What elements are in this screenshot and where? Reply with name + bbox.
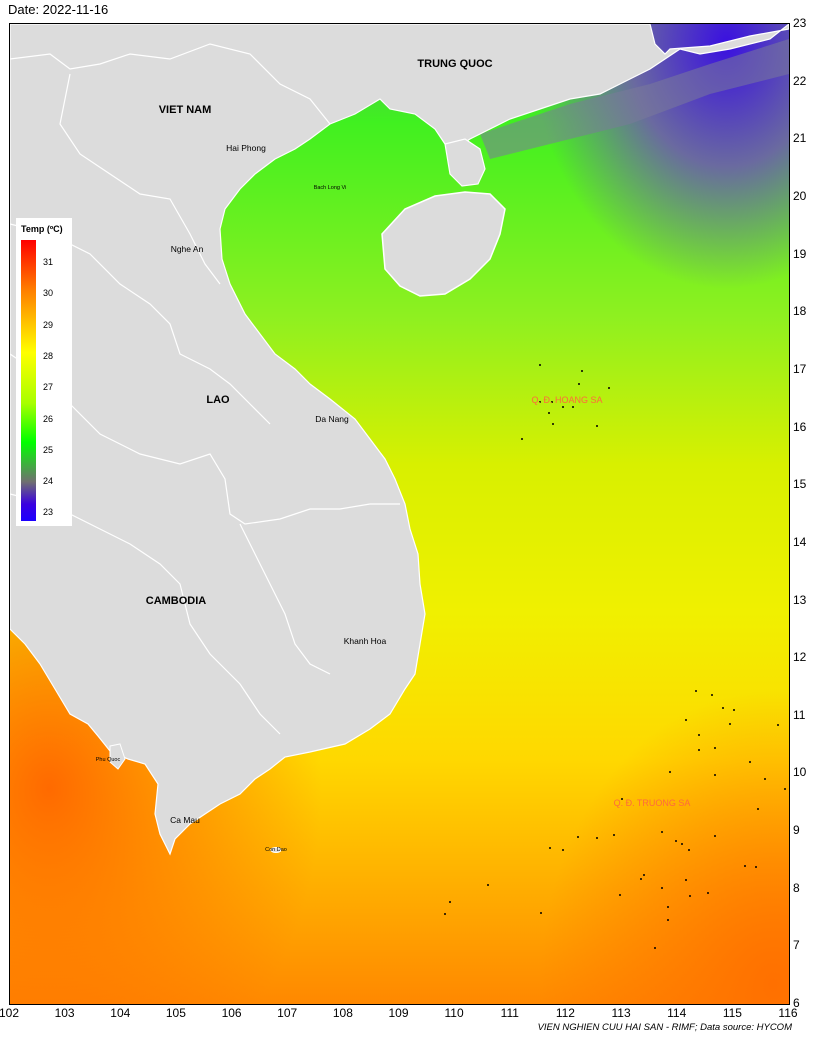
legend-tick-29: 29 [43,320,54,330]
x-tick-105: 105 [165,1006,186,1020]
legend-tick-28: 28 [43,351,54,361]
y-tick-21: 21 [793,131,807,146]
label-trung-quoc: TRUNG QUOC [417,58,493,70]
label-truong-sa: Q. Đ. TRUONG SA [613,798,691,808]
y-tick-11: 11 [793,707,806,722]
legend-tick-27: 27 [43,382,54,392]
label-hai-phong: Hai Phong [226,143,266,153]
land-con-dao [270,847,282,853]
legend-colorbar [21,240,36,521]
x-tick-104: 104 [110,1006,131,1020]
sst-cold-coastal-band [480,39,789,159]
x-tick-106: 106 [221,1006,242,1020]
temperature-legend: Temp (ºC) 31 30 29 28 27 26 25 24 23 [16,218,72,526]
legend-tick-24: 24 [43,476,54,486]
y-tick-17: 17 [793,361,807,376]
label-lao: LAO [206,394,230,406]
label-khanh-hoa: Khanh Hoa [343,636,387,646]
label-con-dao: Con Dao [265,847,287,853]
y-tick-19: 19 [793,246,807,261]
y-tick-22: 22 [793,73,807,88]
y-tick-9: 9 [793,823,800,838]
x-tick-112: 112 [555,1006,575,1020]
label-ca-mau: Ca Mau [170,815,200,825]
label-nghe-an: Nghe An [170,244,204,254]
island-dots [444,364,786,949]
label-da-nang: Da Nang [315,414,349,424]
x-tick-108: 108 [332,1006,353,1020]
label-bach-long-vi: Bach Long Vi [313,185,347,191]
legend-tick-25: 25 [43,445,54,455]
y-tick-14: 14 [793,534,807,549]
y-tick-8: 8 [793,880,800,895]
land-hainan [381,191,506,297]
x-tick-111: 111 [500,1006,519,1020]
x-tick-113: 113 [611,1006,631,1020]
legend-tick-26: 26 [43,414,54,424]
y-tick-7: 7 [793,938,800,953]
x-tick-109: 109 [388,1006,409,1020]
y-tick-15: 15 [793,477,807,492]
label-cambodia: CAMBODIA [145,595,207,607]
legend-title: Temp (ºC) [21,224,63,234]
x-tick-107: 107 [277,1006,298,1020]
y-tick-20: 20 [793,188,807,203]
x-tick-102: 102 [0,1006,20,1020]
sst-map[interactable]: TRUNG QUOC VIET NAM LAO CAMBODIA Hai Pho… [9,23,790,1005]
x-tick-110: 110 [444,1006,464,1020]
label-viet-nam: VIET NAM [158,104,212,116]
label-phu-quoc: Phu Quoc [95,757,121,763]
legend-tick-30: 30 [43,288,54,298]
y-tick-6: 6 [793,996,800,1010]
y-tick-16: 16 [793,419,807,434]
date-label: Date: 2022-11-16 [8,2,109,17]
land-leizhou [444,138,486,187]
y-tick-12: 12 [793,650,807,665]
land-phu-quoc [109,743,126,770]
y-tick-23: 23 [793,16,807,30]
data-credit: VIEN NGHIEN CUU HAI SAN - RIMF; Data sou… [537,1022,792,1033]
label-hoang-sa: Q. Đ. HOANG SA [531,395,603,405]
x-tick-116: 116 [778,1006,798,1020]
x-tick-103: 103 [54,1006,75,1020]
x-tick-115: 115 [722,1006,742,1020]
legend-tick-23: 23 [43,507,54,517]
map-canvas [10,24,789,1004]
y-tick-18: 18 [793,304,807,319]
country-borders [10,43,400,735]
y-tick-10: 10 [793,765,807,780]
y-tick-13: 13 [793,592,807,607]
legend-tick-31: 31 [43,257,54,267]
x-tick-114: 114 [667,1006,687,1020]
